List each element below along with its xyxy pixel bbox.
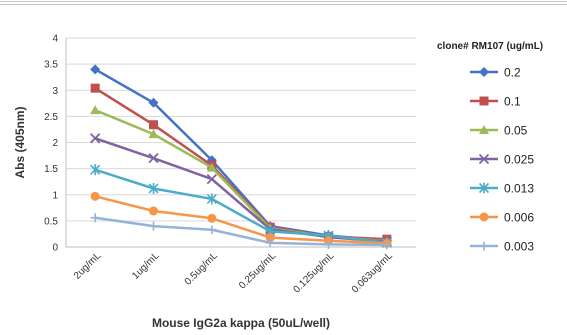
legend-marker	[479, 241, 489, 251]
series-line	[94, 216, 387, 247]
legend-label: 0.2	[504, 66, 521, 80]
data-point	[90, 83, 100, 93]
series-line	[94, 168, 387, 245]
data-point	[148, 129, 159, 139]
x-tick-label: 0.25ug/mL	[237, 250, 279, 292]
legend-marker	[478, 182, 490, 194]
legend-item: 0.025	[470, 153, 534, 167]
legend-label: 0.006	[504, 211, 534, 225]
series-0.025	[90, 133, 392, 247]
x-axis-ticks: 2ug/mL 1ug/mL 0.5ug/mL 0.25ug/mL 0.125ug/mL 0…	[72, 250, 395, 295]
series-0.2	[90, 64, 392, 246]
data-point	[90, 213, 100, 223]
data-point	[207, 225, 217, 235]
legend-title: clone# RM107 (ug/mL)	[437, 41, 543, 52]
series-0.1	[90, 83, 392, 244]
data-point	[207, 213, 217, 223]
y-tick-label: 0	[52, 243, 58, 254]
legend-marker	[479, 67, 489, 77]
y-tick-label: 1.5	[44, 164, 58, 175]
data-point	[206, 173, 217, 185]
data-point	[148, 97, 159, 108]
data-point	[382, 240, 392, 250]
x-tick-label: 2ug/mL	[72, 250, 104, 282]
data-point	[90, 164, 101, 176]
series-line	[94, 108, 387, 243]
legend-label: 0.1	[504, 95, 521, 109]
data-point	[206, 193, 217, 205]
legend-label: 0.013	[504, 182, 534, 196]
y-tick-label: 1	[52, 190, 58, 201]
x-axis-title: Mouse IgG2a kappa (50uL/well)	[152, 316, 330, 330]
data-point	[148, 153, 159, 164]
series-line	[94, 137, 387, 244]
x-tick-label: 1ug/mL	[130, 250, 162, 282]
data-point	[90, 105, 101, 115]
legend-label: 0.003	[504, 240, 534, 254]
data-point	[206, 162, 217, 172]
top-border-line	[0, 1, 567, 2]
data-point	[90, 191, 100, 201]
x-tick-label: 0.125ug/mL	[291, 250, 336, 295]
data-point	[265, 233, 275, 243]
data-point	[90, 133, 101, 144]
legend-label: 0.025	[504, 153, 534, 167]
data-point	[149, 221, 158, 231]
legend-label: 0.05	[504, 124, 528, 138]
legend-marker	[479, 96, 489, 106]
series-0.003	[90, 213, 392, 250]
data-point	[90, 64, 101, 75]
legend-item: 0.013	[470, 182, 534, 196]
y-axis-ticks: 0 0.5 1 1.5 2 2.5 3 3.5 4	[44, 34, 58, 254]
data-point	[265, 238, 275, 248]
data-point	[148, 182, 159, 194]
y-tick-label: 3	[52, 86, 58, 97]
legend-marker	[478, 153, 490, 165]
y-tick-label: 4	[52, 34, 58, 45]
legend-item: 0.1	[470, 95, 521, 109]
legend-marker	[479, 125, 489, 134]
legend-marker	[479, 212, 489, 222]
y-tick-label: 3.5	[44, 60, 58, 71]
gridlines	[65, 37, 416, 248]
data-point	[149, 120, 158, 130]
y-tick-label: 2.5	[44, 112, 58, 123]
y-tick-label: 2	[52, 138, 58, 149]
legend-item: 0.05	[470, 124, 528, 138]
legend-item: 0.2	[470, 66, 521, 80]
x-tick-label: 0.5ug/mL	[183, 250, 221, 288]
legend-item: 0.003	[470, 240, 534, 254]
legend: clone# RM107 (ug/mL) 0.2 0.1 0.05 0.025 0.01…	[437, 41, 543, 254]
data-point	[324, 239, 333, 249]
y-axis-title: Abs (405nm)	[13, 106, 27, 178]
top-border-line-inner	[0, 4, 567, 5]
data-point	[149, 206, 158, 216]
x-tick-label: 0.063ug/mL	[350, 250, 395, 295]
legend-item: 0.006	[470, 211, 534, 225]
series-line	[94, 195, 387, 245]
y-tick-label: 0.5	[44, 216, 58, 227]
series-group	[90, 64, 392, 250]
